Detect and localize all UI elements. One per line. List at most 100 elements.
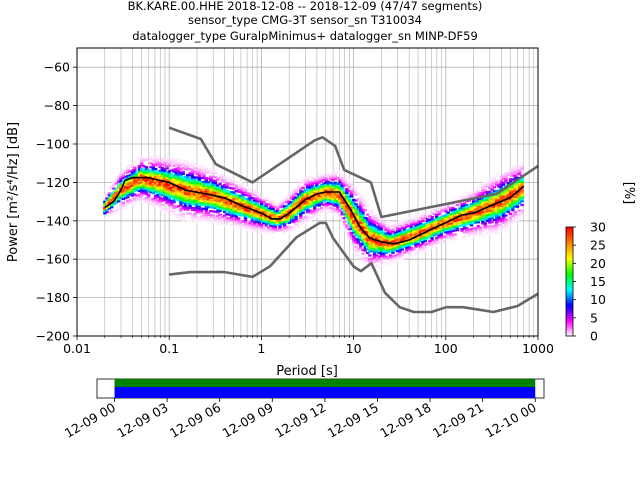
x-axis-ticks: 0.01 0.1 1 10 100 1000: [63, 336, 554, 356]
density-cell: [379, 233, 384, 237]
density-cell: [377, 219, 381, 222]
density-cell: [465, 200, 469, 203]
colorbar-step: [566, 300, 573, 302]
density-cell: [495, 180, 499, 183]
density-cell: [151, 188, 155, 191]
density-cell: [342, 180, 347, 183]
density-cell: [428, 230, 432, 233]
density-cell: [110, 198, 114, 201]
density-cell: [188, 177, 192, 181]
density-cell: [236, 196, 241, 199]
density-cell: [137, 195, 142, 198]
density-cell: [421, 219, 425, 222]
density-cell: [368, 206, 372, 209]
density-cell: [335, 215, 340, 218]
density-cell: [347, 210, 351, 214]
density-cell: [264, 199, 268, 202]
density-cell: [349, 235, 354, 238]
density-cell: [163, 162, 167, 165]
density-cell: [236, 205, 241, 209]
density-cell: [382, 248, 386, 251]
density-cell: [382, 233, 386, 236]
density-cell: [352, 231, 356, 234]
density-cell: [266, 222, 271, 225]
density-cell: [375, 214, 379, 217]
density-cell: [386, 237, 391, 240]
density-cell: [499, 219, 504, 223]
density-cell: [289, 203, 294, 206]
colorbar-step: [566, 293, 573, 295]
density-cell: [476, 213, 480, 216]
density-cell: [197, 178, 202, 181]
density-cell: [384, 234, 388, 237]
density-cell: [255, 205, 259, 208]
density-cell: [188, 220, 192, 223]
density-cell: [398, 239, 402, 242]
density-cell: [179, 163, 183, 167]
density-cell: [435, 240, 439, 244]
density-cell: [499, 206, 504, 209]
colorbar-step: [566, 308, 573, 310]
density-cell: [301, 190, 305, 193]
density-cell: [476, 205, 480, 208]
density-cell: [488, 227, 492, 230]
density-cell: [488, 217, 492, 220]
density-cell: [248, 200, 252, 203]
density-cell: [146, 172, 151, 176]
density-cell: [490, 230, 494, 233]
density-cell: [504, 208, 508, 211]
density-cell: [174, 167, 179, 170]
density-cell: [356, 209, 361, 212]
density-cell: [188, 202, 192, 206]
density-cell: [495, 182, 499, 185]
density-cell: [301, 211, 305, 214]
density-cell: [197, 184, 202, 187]
density-cell: [520, 198, 524, 201]
y-tick-label: −100: [36, 137, 70, 152]
density-cell: [271, 226, 275, 230]
density-cell: [296, 197, 301, 200]
density-cell: [354, 226, 358, 229]
density-cell: [451, 226, 455, 229]
density-cell: [257, 221, 261, 224]
density-cell: [342, 203, 347, 206]
density-cell: [469, 231, 474, 235]
density-cell: [202, 167, 206, 170]
density-cell: [365, 244, 370, 247]
density-cell: [370, 259, 374, 262]
density-cell: [169, 180, 174, 184]
density-cell: [511, 191, 515, 195]
density-cell: [478, 193, 483, 197]
density-cell: [312, 191, 317, 194]
density-cell: [469, 227, 474, 231]
density-cell: [349, 195, 354, 198]
density-cell: [190, 193, 195, 196]
density-cell: [225, 220, 229, 223]
density-cell: [455, 203, 460, 207]
density-cell: [333, 204, 338, 207]
density-cell: [478, 228, 483, 231]
density-cell: [239, 221, 243, 224]
density-cell: [462, 210, 467, 213]
density-cell: [465, 209, 469, 212]
density-cell: [257, 219, 261, 222]
density-cell: [497, 216, 501, 219]
density-cell: [110, 194, 114, 197]
density-cell: [354, 216, 358, 219]
density-cell: [223, 195, 227, 198]
density-cell: [243, 222, 248, 225]
density-cell: [266, 218, 271, 221]
density-cell: [114, 188, 119, 191]
density-cell: [209, 194, 213, 197]
density-cell: [368, 229, 372, 232]
density-cell: [146, 180, 151, 183]
density-cell: [520, 165, 524, 168]
density-cell: [197, 207, 202, 210]
density-cell: [471, 210, 476, 213]
density-cell: [441, 226, 446, 229]
density-cell: [349, 204, 354, 208]
density-cell: [407, 232, 411, 235]
density-cell: [176, 178, 181, 181]
density-cell: [432, 245, 437, 248]
density-cell: [181, 178, 185, 181]
